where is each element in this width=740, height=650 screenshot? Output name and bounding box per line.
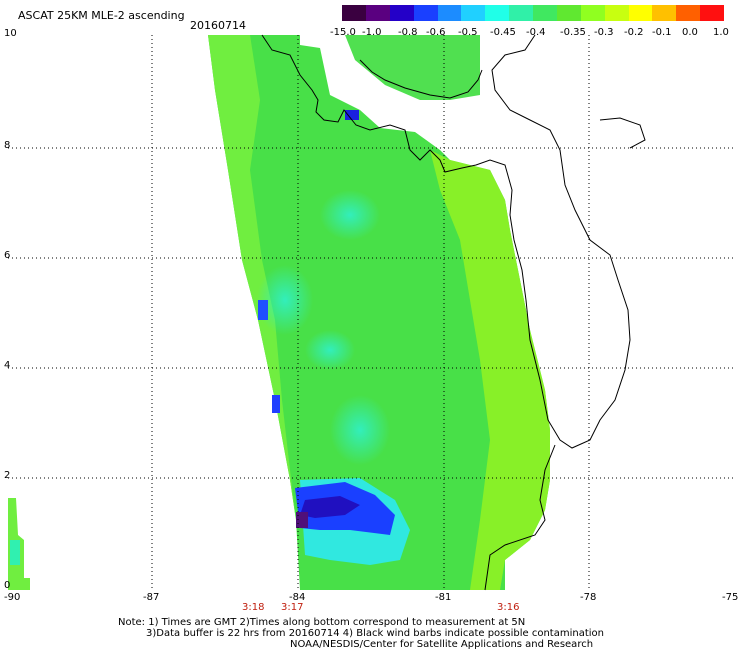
color-bar-swatch [604, 5, 629, 21]
color-bar-swatch [389, 5, 414, 21]
color-bar-swatch [365, 5, 390, 21]
map-date: 20160714 [190, 19, 246, 32]
cyan-patch [320, 190, 380, 240]
color-bar-swatch [413, 5, 438, 21]
swath-right-band [430, 150, 550, 590]
color-bar-swatch [652, 5, 677, 21]
cb-label: -1.0 [362, 27, 382, 38]
y-tick-label: 10 [4, 28, 17, 39]
x-tick-label: -84 [289, 592, 306, 603]
color-bar-swatch [509, 5, 533, 21]
color-bar-swatch [533, 5, 557, 21]
cb-label: -0.2 [624, 27, 644, 38]
cyan-patch [257, 265, 313, 335]
x-tick-label: -78 [580, 592, 597, 603]
color-bar [342, 5, 724, 21]
note-line-3: NOAA/NESDIS/Center for Satellite Applica… [290, 639, 594, 650]
swath-north [345, 35, 480, 100]
blue-cells [345, 110, 359, 120]
grid [8, 35, 735, 590]
cb-label: -0.45 [490, 27, 516, 38]
time-label: 3:17 [281, 602, 304, 613]
purple-cells [296, 512, 308, 528]
y-tick-label: 2 [4, 470, 11, 481]
coastline [261, 34, 646, 591]
color-bar-swatch [461, 5, 486, 21]
map-title: ASCAT 25KM MLE-2 ascending [18, 9, 185, 22]
time-label: 3:16 [497, 602, 520, 613]
x-tick-label: -87 [143, 592, 160, 603]
note-line-2: 3)Data buffer is 22 hrs from 20160714 4)… [146, 628, 604, 639]
x-tick-label: -75 [722, 592, 739, 603]
cb-label: -0.4 [526, 27, 546, 38]
color-bar-swatch [676, 5, 701, 21]
x-tick-label: -81 [435, 592, 452, 603]
cb-label: 0.0 [682, 27, 698, 38]
swath-left-edge [208, 35, 296, 520]
cb-label: -0.8 [398, 27, 418, 38]
y-tick-label: 8 [4, 140, 11, 151]
color-bar-swatch [556, 5, 581, 21]
cb-label: -15.0 [330, 27, 356, 38]
y-tick-label: 0 [4, 580, 11, 591]
blue-cells [258, 300, 268, 320]
color-bar-labels: -15.0 -1.0 -0.8 -0.6 -0.5 -0.45 -0.4 -0.… [330, 27, 740, 39]
cb-label: -0.6 [426, 27, 446, 38]
cb-label: -0.1 [652, 27, 672, 38]
color-bar-swatch [485, 5, 510, 21]
color-bar-swatch [342, 5, 366, 21]
color-bar-swatch [580, 5, 605, 21]
y-tick-label: 6 [4, 250, 11, 261]
color-bar-swatch [437, 5, 462, 21]
cyan-patch [330, 395, 390, 465]
cyan-patch [305, 330, 355, 370]
y-tick-label: 4 [4, 360, 11, 371]
time-label: 3:18 [242, 602, 265, 613]
cb-label: 1.0 [713, 27, 729, 38]
x-tick-label: -90 [4, 592, 21, 603]
color-bar-swatch [628, 5, 653, 21]
low-value-inner [300, 496, 360, 518]
color-bar-swatch [700, 5, 724, 21]
cb-label: -0.5 [458, 27, 478, 38]
cb-label: -0.35 [560, 27, 586, 38]
cb-label: -0.3 [594, 27, 614, 38]
blue-cells [272, 395, 280, 413]
cyan-patch [10, 540, 20, 565]
note-line-1: Note: 1) Times are GMT 2)Times along bot… [118, 617, 526, 628]
